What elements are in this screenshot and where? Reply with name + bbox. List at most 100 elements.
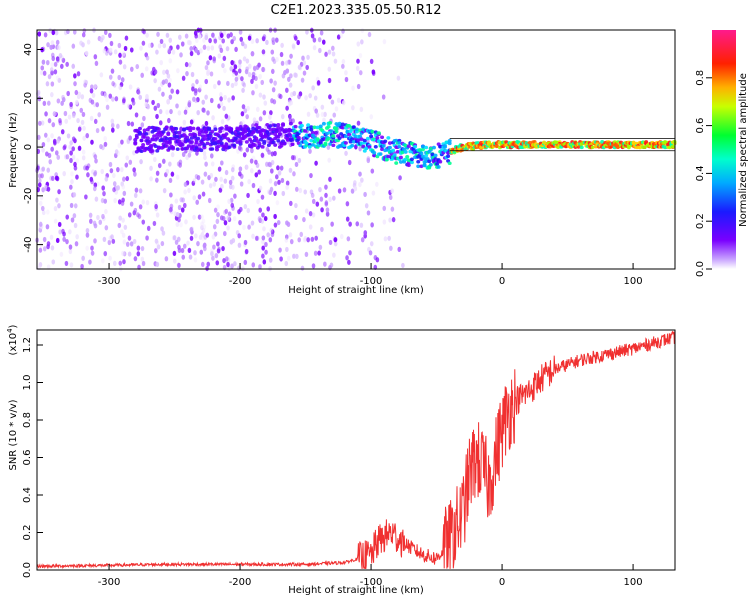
spectrogram-ridge-cell	[216, 144, 221, 149]
spectrogram-cell	[231, 164, 236, 170]
spectrogram-cell	[150, 70, 154, 76]
spectrogram-cell	[101, 126, 105, 132]
spectrogram-cell	[208, 37, 212, 44]
spectrogram-ridge-cell	[427, 159, 432, 164]
spectrogram-ridge-cell	[229, 126, 234, 131]
spectrogram-cell	[127, 251, 132, 257]
spectrogram-cell	[101, 258, 105, 264]
spectrogram-ridge-cell	[373, 144, 378, 149]
spectrogram-cell	[121, 217, 125, 223]
spectrogram-ridge-cell	[227, 145, 232, 149]
spectrogram-cell	[62, 145, 67, 151]
spectrogram-cell	[258, 116, 263, 122]
spectrogram-cell	[310, 236, 315, 242]
spectrogram-cell	[257, 62, 261, 68]
spectrogram-ridge-cell	[367, 145, 372, 149]
spectrogram-ridge-cell	[276, 135, 281, 139]
spectrogram-cell	[89, 218, 93, 224]
spectrogram-cell	[152, 66, 156, 72]
spectrogram-cell	[75, 99, 79, 105]
spectrogram-cell	[67, 114, 72, 120]
spectrogram-ridge-cell	[222, 145, 227, 149]
spectrogram-cell	[247, 72, 252, 78]
spectrogram-ridge-cell	[139, 149, 144, 154]
spectrogram-cell	[239, 36, 244, 42]
spectrogram-ridge-cell	[156, 146, 161, 150]
spectrogram-cell	[277, 179, 281, 185]
spectrogram-cell	[169, 206, 173, 212]
spectrogram-cell	[247, 224, 251, 230]
spectrogram-cell	[85, 133, 90, 139]
spectrogram-cell	[65, 239, 69, 245]
spectrogram-cell	[275, 37, 279, 43]
spectrogram-ridge-cell	[446, 151, 451, 155]
spectrogram-cell	[136, 251, 141, 257]
spectrogram-cell	[323, 111, 327, 117]
spectrogram-ridge-cell	[191, 126, 196, 131]
spectrogram-cell	[360, 39, 364, 45]
spectrogram-cell	[108, 47, 113, 53]
spectrogram-cell	[80, 263, 84, 270]
spectrogram-cell	[212, 181, 217, 187]
spectrogram-ridge-cell	[417, 148, 422, 152]
spectrogram-cell	[120, 181, 125, 187]
spectrogram-cell	[94, 196, 99, 202]
spectrogram-ridge-cell	[365, 136, 370, 141]
spectrogram-cell	[46, 167, 51, 173]
spectrogram-cell	[355, 65, 360, 71]
spectrogram-ridge-cell	[326, 124, 331, 129]
spectrogram-cell	[375, 257, 380, 263]
spectrogram-ridge-cell	[279, 144, 284, 148]
spectrogram-cell	[213, 38, 218, 44]
spectrogram-cell	[124, 35, 129, 41]
spectrogram-cell	[53, 61, 58, 67]
spectrogram-cell	[278, 247, 282, 253]
spectrogram-cell	[108, 93, 113, 99]
spectrogram-cell	[273, 190, 277, 196]
spectrogram-cell	[366, 156, 371, 162]
spectrogram-ridge-cell	[350, 143, 355, 148]
spectrogram-cell	[325, 211, 330, 217]
spectrogram-ridge-cell	[419, 164, 424, 169]
spectrogram-ridge-cell	[197, 132, 202, 137]
spectrogram-cell	[221, 245, 225, 252]
snr-x-axis: -300 -200 -100 0 100	[98, 564, 643, 588]
spectrogram-cell	[341, 63, 345, 69]
spectrogram-cell	[63, 144, 67, 150]
spectrogram-cell	[345, 216, 350, 222]
spectrogram-cell	[370, 168, 375, 174]
spectrogram-cell	[354, 144, 358, 150]
spectrogram-ridge-cell	[282, 141, 287, 145]
spectrogram-ridge-cell	[133, 141, 138, 146]
spectrogram-ridge-cell	[323, 142, 328, 147]
spectrogram-cell	[344, 76, 349, 83]
spectrogram-cell	[57, 189, 61, 195]
spectrogram-cell	[122, 98, 126, 104]
spectrogram-cell	[128, 135, 132, 141]
spectrogram-speckle-layer	[35, 27, 405, 272]
spectrogram-cell	[55, 197, 59, 203]
spectrogram-cell	[56, 138, 60, 144]
spectrogram-cell	[45, 224, 50, 230]
spectrogram-ridge-cell	[438, 159, 443, 164]
spectrogram-x-label: Height of straight line (km)	[288, 285, 424, 296]
spectrogram-cell	[50, 70, 54, 76]
spectrogram-cell	[38, 178, 42, 184]
spectrogram-cell	[209, 97, 214, 104]
spectrogram-cell	[360, 177, 364, 183]
spectrogram-ridge-cell	[141, 142, 146, 147]
spectrogram-cell	[177, 262, 181, 268]
spectrogram-ridge-cell	[600, 140, 605, 144]
spectrogram-cell	[172, 250, 177, 256]
spectrogram-ridge-cell	[428, 146, 433, 151]
spectrogram-cell	[212, 56, 216, 62]
spectrogram-cell	[285, 246, 289, 253]
spectrogram-cell	[167, 117, 171, 124]
spectrogram-cell	[238, 59, 242, 65]
spectrogram-cell	[128, 84, 133, 90]
spectrogram-cell	[140, 72, 145, 78]
spectrogram-cell	[161, 230, 166, 236]
spectrogram-cell	[82, 28, 87, 34]
spectrogram-cell	[196, 241, 200, 247]
spectrogram-ridge-cell	[307, 145, 312, 149]
